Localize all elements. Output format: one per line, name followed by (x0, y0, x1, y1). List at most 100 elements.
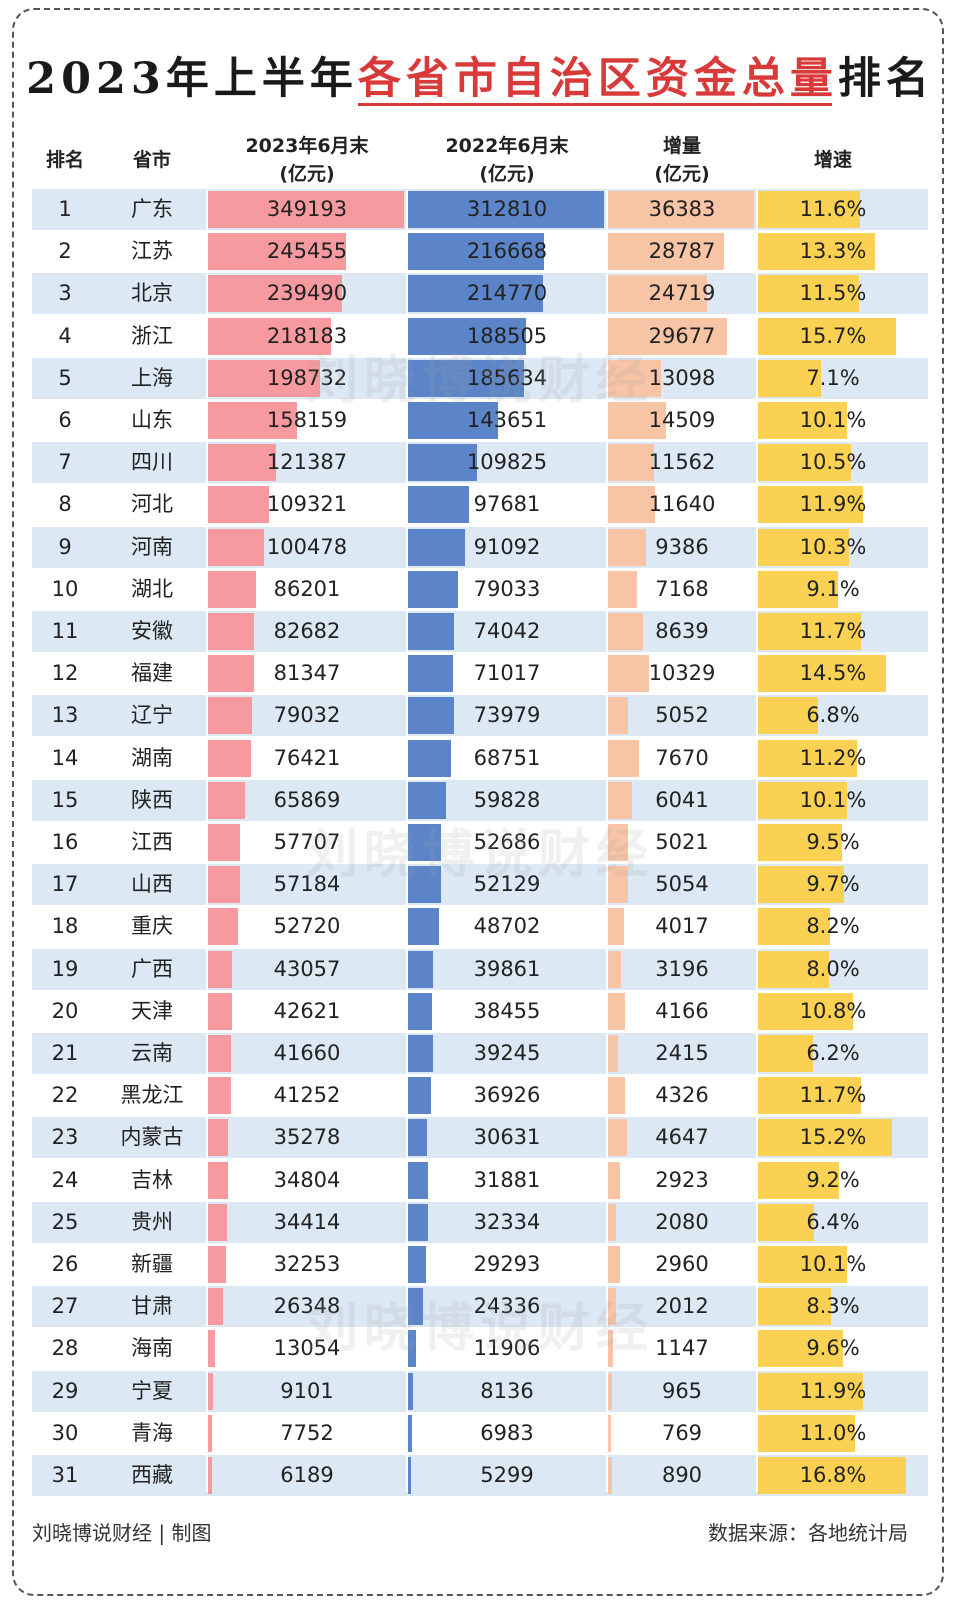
cell-province: 青海 (131, 1420, 173, 1445)
bar-2023 (208, 824, 241, 861)
bar-2023 (208, 486, 270, 524)
bar-increase (608, 824, 629, 861)
bar-growth (758, 697, 818, 735)
table-row: 19 广西 43057 39861 3196 8.0% (32, 948, 928, 990)
cell-rank: 27 (51, 1294, 79, 1319)
column-divider (756, 190, 758, 1492)
bar-2022 (408, 1203, 429, 1241)
bar-growth (758, 908, 831, 946)
bar-growth (758, 1077, 862, 1115)
cell-increase: 24719 (648, 281, 716, 306)
cell-growth: 14.5% (799, 661, 867, 686)
header-increase: 增量 (亿元) (654, 135, 710, 185)
bar-2022 (408, 1161, 428, 1199)
bar-2022 (408, 1372, 414, 1410)
bar-increase (608, 402, 667, 439)
cell-increase: 7670 (655, 745, 709, 770)
cell-2023: 32253 (273, 1252, 341, 1276)
bar-2022 (408, 1288, 424, 1326)
bar-2023 (208, 570, 257, 608)
cell-2023: 239490 (266, 281, 348, 306)
cell-province: 陕西 (131, 787, 173, 812)
bar-2022 (408, 950, 433, 988)
bar-2022 (408, 570, 458, 608)
cell-2022: 79033 (473, 576, 541, 601)
cell-2022: 71017 (473, 661, 541, 686)
cell-2022: 29293 (473, 1252, 541, 1276)
bar-increase (608, 191, 754, 228)
bar-2022 (408, 444, 477, 482)
cell-growth: 13.3% (799, 239, 867, 264)
bar-increase (608, 317, 728, 355)
cell-increase: 4017 (655, 914, 709, 939)
bar-increase (608, 697, 629, 735)
bar-increase (608, 1372, 612, 1410)
cell-rank: 5 (58, 365, 72, 390)
cell-rank: 13 (51, 703, 79, 728)
cell-province: 甘肃 (131, 1294, 173, 1319)
cell-rank: 21 (51, 1041, 79, 1065)
chart-title: 2023年上半年各省市自治区资金总量排名 (0, 44, 960, 106)
cell-2023: 109321 (266, 492, 348, 517)
cell-rank: 26 (51, 1252, 79, 1276)
table-row: 26 新疆 32253 29293 2960 10.1% (32, 1244, 928, 1285)
cell-increase: 1147 (655, 1336, 709, 1361)
cell-growth: 8.3% (806, 1294, 860, 1319)
bar-2022 (408, 1035, 433, 1072)
cell-increase: 36383 (648, 197, 716, 221)
bar-growth (758, 781, 847, 819)
cell-2023: 86201 (273, 576, 341, 601)
bar-2022 (408, 655, 453, 693)
bar-increase (608, 739, 639, 777)
cell-rank: 6 (58, 408, 72, 432)
bar-2023 (208, 359, 320, 397)
cell-2023: 57184 (273, 872, 341, 897)
title-highlight: 各省市自治区资金总量 (357, 54, 838, 104)
bar-2023 (208, 908, 238, 946)
table-row: 6 山东 158159 143651 14509 10.1% (32, 400, 928, 441)
bar-2023 (208, 655, 254, 693)
header-province: 省市 (132, 149, 171, 171)
cell-province: 黑龙江 (120, 1083, 184, 1108)
bar-2023 (208, 402, 297, 439)
cell-increase: 28787 (648, 239, 716, 264)
bar-2023 (208, 1330, 216, 1368)
cell-increase: 4326 (655, 1083, 709, 1108)
cell-2023: 81347 (273, 661, 341, 686)
footer-credit: 刘晓博说财经 | 制图 (32, 1521, 212, 1545)
cell-province: 广东 (131, 197, 173, 221)
bar-growth (758, 444, 851, 482)
bar-increase (608, 1457, 612, 1494)
table-row: 4 浙江 218183 188505 29677 15.7% (32, 316, 928, 357)
table-row: 23 内蒙古 35278 30631 4647 15.2% (32, 1117, 928, 1159)
cell-2023: 198732 (266, 365, 348, 390)
bar-2022 (408, 1330, 416, 1368)
cell-province: 吉林 (131, 1167, 173, 1192)
cell-province: 上海 (131, 365, 173, 390)
bar-2022 (408, 824, 441, 861)
bar-2023 (208, 613, 255, 650)
cell-province: 宁夏 (131, 1378, 173, 1403)
column-divider (406, 190, 408, 1492)
cell-rank: 28 (51, 1336, 79, 1361)
table-row: 25 贵州 34414 32334 2080 6.4% (32, 1201, 928, 1243)
bar-2023 (208, 1414, 213, 1452)
bar-2022 (408, 317, 527, 355)
cell-province: 云南 (131, 1041, 173, 1065)
cell-2022: 39245 (473, 1041, 541, 1065)
bar-increase (608, 1077, 626, 1115)
table-row: 15 陕西 65869 59828 6041 10.1% (32, 779, 928, 821)
cell-province: 天津 (131, 998, 173, 1023)
bar-2023 (208, 1372, 214, 1410)
cell-growth: 15.2% (799, 1125, 867, 1150)
table-row: 18 重庆 52720 48702 4017 8.2% (32, 906, 928, 947)
cell-2023: 43057 (273, 956, 341, 981)
bar-increase (608, 781, 633, 819)
bar-2022 (408, 613, 455, 650)
cell-2022: 31881 (473, 1167, 541, 1192)
cell-growth: 9.6% (806, 1336, 860, 1361)
cell-2022: 59828 (473, 787, 541, 812)
cell-2023: 65869 (273, 787, 341, 812)
cell-rank: 11 (51, 619, 79, 643)
bar-2023 (208, 697, 253, 735)
